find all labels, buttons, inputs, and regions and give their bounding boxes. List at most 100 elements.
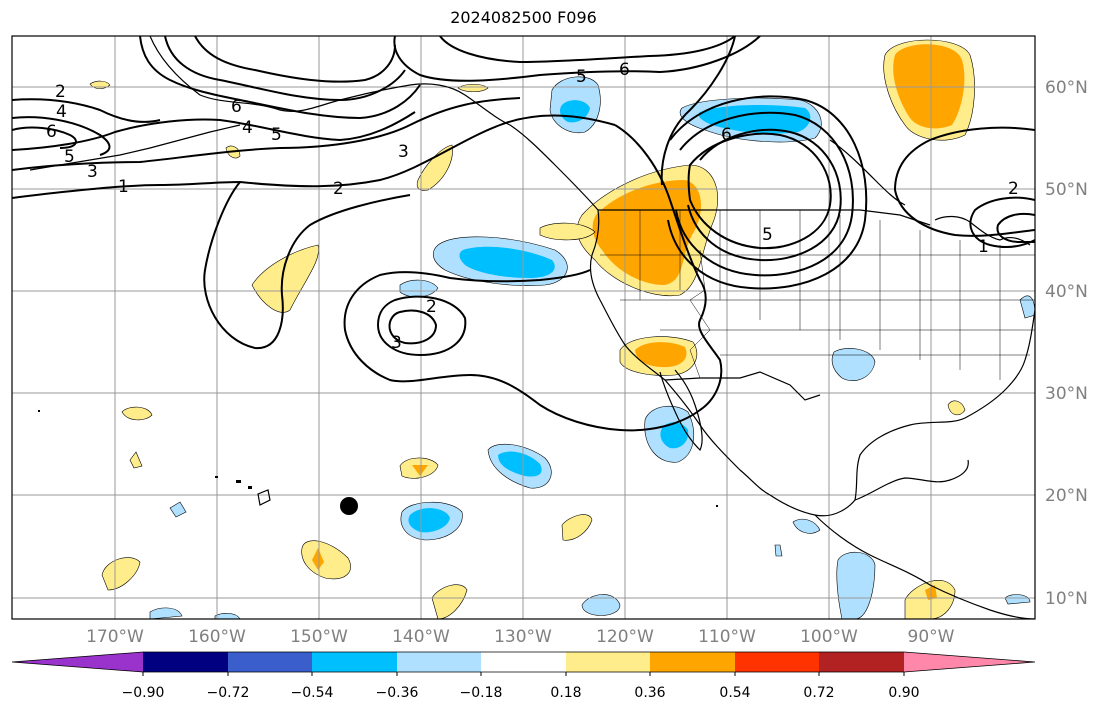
great-lakes [934,215,1031,246]
contour-label: 5 [576,67,587,87]
shade-s-blue1 [836,552,876,619]
colorbar-tick-label: −0.36 [376,685,419,701]
shade-tiny-yellow2 [129,451,143,469]
colorbar-tick-label: 0.72 [803,685,834,701]
map-frame [11,35,1036,620]
coast-yucatan [854,459,969,501]
contour-label: 2 [333,179,344,199]
lon-labels: 170°W 160°W 150°W 140°W 130°W 120°W 110°… [86,627,955,647]
contour-canada-low5 [660,36,736,186]
contour-west-6 [12,126,77,149]
coast-gulf [769,359,1026,517]
colorbar-tick-label: −0.90 [122,685,165,701]
coast-westcoast [589,209,771,496]
colorbar-tick-label: 0.36 [634,685,665,701]
lat-tick-label: 60°N [1045,78,1088,98]
contour-ak-top3 [194,36,396,83]
shade-coast-yellow [539,222,596,241]
contour-west-2 [12,97,521,171]
lat-tick-label: 40°N [1045,282,1088,302]
map-plot-area: 2 4 6 5 3 1 2 3 4 5 6 5 2 3 2 1 6 6 5 [12,36,1035,619]
shade-canada-blue [698,104,811,134]
contour-label: 6 [46,122,57,142]
contour-north2 [439,36,736,64]
shade-hudson-orange [893,44,965,129]
contour-north [393,36,761,82]
contour-canada-low2 [687,128,842,262]
storm-marker [340,497,358,515]
lon-tick-label: 140°W [392,627,450,647]
shade-hi-orange [412,465,428,476]
coast-central-am [814,514,1035,619]
shade-s-orange1 [312,548,324,570]
shade-s-yellow3 [431,584,468,619]
lat-tick-label: 30°N [1045,384,1088,404]
shade-wpac-yellow [251,244,319,313]
contour-low-inner1 [376,295,467,357]
lon-tick-label: 160°W [188,627,246,647]
colorbar [11,651,1036,676]
shade-mex-blue [831,348,876,382]
colorbar-tick-label: −0.72 [207,685,250,701]
contour-canada-low3 [675,111,854,277]
contour-label: 1 [118,177,129,197]
shade-tiny-blue2 [792,518,821,534]
contour-east-high3 [996,212,1035,243]
contour-west-1 [12,114,616,199]
islands [38,410,718,507]
map-title: 2024082500 F096 [450,8,597,27]
graticule [12,36,1035,619]
shade-cpac-blue2 [399,279,439,298]
colorbar-tick-label: 0.90 [888,685,919,701]
colorbar-segment [481,652,566,672]
shade-pnw-orange [592,180,702,285]
colorbar-segment [312,652,397,672]
shade-tiny-blue5 [774,544,783,557]
shade-s-yellow4 [561,514,593,541]
contour-west-5 [12,116,111,156]
lat-tick-label: 50°N [1045,180,1088,200]
lat-tick-label: 10°N [1045,589,1088,609]
shade-s-yellow2 [101,557,141,591]
colorbar-tick-label: −0.18 [460,685,503,701]
contour-label: 2 [426,297,437,317]
shade-baja-blue [660,422,689,449]
colorbar-tick-label: 0.54 [719,685,750,701]
lon-tick-label: 100°W [800,627,858,647]
contour-label: 3 [398,142,409,162]
contour-low-inner2 [388,309,438,345]
contour-east-high2 [969,196,1035,249]
lon-tick-label: 110°W [698,627,756,647]
shade-s-blue3 [149,607,183,619]
colorbar-tick-label: 0.18 [550,685,581,701]
contour-gulf-loop [203,181,411,350]
contour-label: 1 [978,237,989,257]
lat-tick-label: 20°N [1045,486,1088,506]
colorbar-extend-high [904,652,1035,672]
colorbar-tick-label: −0.54 [291,685,334,701]
contour-canada-low4 [667,95,868,290]
contour-ak-top2 [164,36,406,102]
contour-label: 2 [55,82,66,102]
coastlines [29,36,1035,619]
contour-label: 6 [619,60,630,80]
shade-tiny-blue4 [1004,594,1031,605]
contour-label: 2 [1008,179,1019,199]
shade-tiny-yellow3 [947,400,966,416]
colorbar-segment [143,652,228,672]
colorbar-segment [397,652,481,672]
contour-label: 6 [721,125,732,145]
shade-hi-blue [408,508,450,533]
hudson-shore [829,139,906,206]
colorbar-segment [566,652,650,672]
contour-west-4 [12,98,161,123]
shade-tiny-blue1 [169,501,187,518]
colorbar-extend-low [12,652,143,672]
contour-label: 4 [56,102,67,122]
contour-west-3 [12,111,416,151]
lat-labels: 60°N 50°N 40°N 30°N 20°N 10°N [1045,78,1088,609]
shade-cpac-blue [459,246,555,278]
coast-east [1024,309,1035,361]
colorbar-labels: −0.90 −0.72 −0.54 −0.36 −0.18 0.18 0.36 … [122,685,920,701]
